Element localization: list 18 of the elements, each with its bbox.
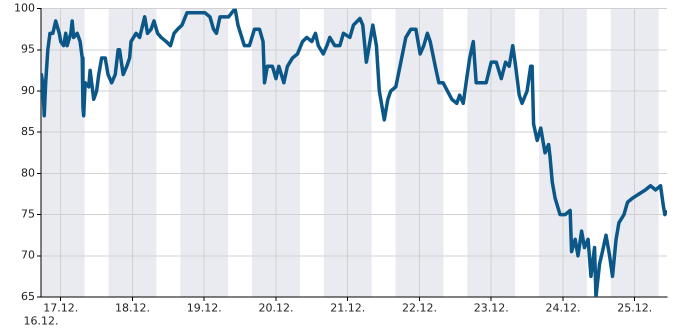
y-tick-label: 85 [20, 125, 35, 138]
y-tick-label: 70 [20, 248, 35, 262]
x-tick-label: 17.12. [43, 301, 78, 314]
x-tick-label: 23.12. [474, 301, 509, 314]
y-tick-label: 65 [20, 290, 35, 303]
x-tick-label: 18.12. [114, 301, 150, 314]
y-tick-label: 95 [20, 42, 35, 56]
x-tick-label: 25.12. [617, 301, 652, 314]
x-tick-label: 20.12. [258, 301, 294, 314]
x-tick-label: 22.12. [402, 301, 437, 314]
x-tick-label: 24.12. [545, 301, 580, 314]
y-tick-label: 80 [20, 166, 35, 180]
text: 16.12. [24, 314, 58, 328]
y-tick-label: 75 [20, 207, 35, 220]
y-tick-label: 100 [14, 1, 35, 14]
y-tick-label: 90 [20, 84, 35, 97]
x-tick-label: 21.12. [330, 301, 366, 314]
x-tick-label: 19.12. [186, 301, 222, 314]
